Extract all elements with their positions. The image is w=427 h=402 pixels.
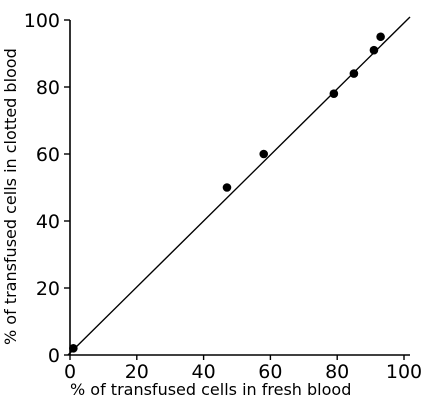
y-tick-label: 0 — [48, 345, 60, 367]
data-point — [349, 69, 359, 78]
data-point — [376, 32, 385, 42]
x-tick-label: 20 — [125, 361, 149, 383]
y-tick-label: 40 — [36, 211, 60, 233]
identity-line — [67, 16, 411, 356]
y-tick-label: 20 — [36, 278, 60, 300]
x-tick-label: 100 — [386, 361, 422, 383]
y-tick-label: 80 — [36, 77, 60, 99]
x-tick-label: 40 — [192, 361, 216, 383]
data-point — [222, 183, 232, 192]
y-tick-label: 100 — [24, 10, 60, 32]
x-axis-title: % of transfused cells in fresh blood — [70, 380, 351, 399]
y-tick-label: 60 — [36, 144, 60, 166]
x-tick-label: 80 — [325, 361, 349, 383]
x-axis-ticks: 0 20 40 60 80 100 — [64, 355, 422, 383]
y-axis-ticks: 0 20 40 60 80 100 — [24, 10, 70, 367]
data-point — [69, 344, 78, 353]
data-points — [69, 32, 385, 353]
data-point — [259, 149, 269, 159]
data-point — [329, 89, 339, 98]
data-point — [369, 45, 379, 55]
y-axis-title: % of transfused cells in clotted blood — [1, 48, 20, 345]
x-tick-label: 60 — [258, 361, 282, 383]
x-tick-label: 0 — [64, 361, 76, 383]
